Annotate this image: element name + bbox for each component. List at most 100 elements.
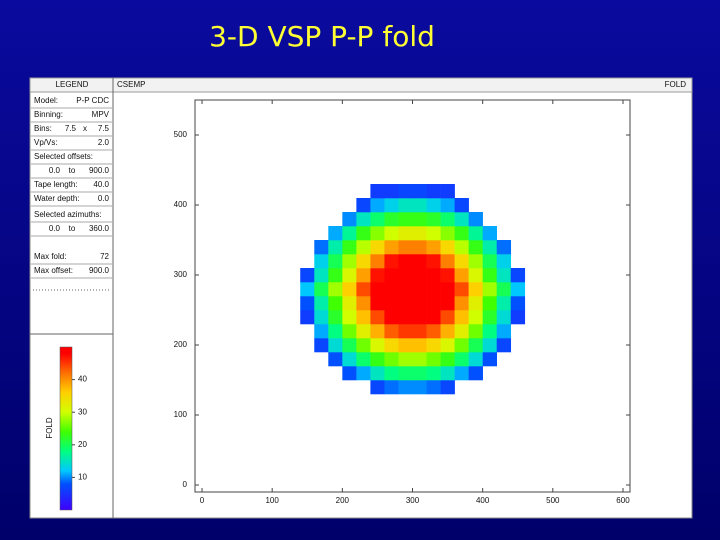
- fold-cell: [300, 296, 315, 311]
- fold-cell: [384, 198, 399, 213]
- y-tick-label: 400: [174, 200, 188, 209]
- row-label: Vp/Vs:: [34, 138, 58, 147]
- row-value: 2.0: [98, 138, 110, 147]
- fold-cell: [356, 212, 371, 227]
- fold-cell: [426, 310, 441, 325]
- fold-cell: [342, 324, 357, 339]
- fold-cell: [342, 296, 357, 311]
- fold-cell: [300, 310, 315, 325]
- y-tick-label: 200: [174, 340, 188, 349]
- fold-cell: [328, 338, 343, 353]
- fold-cell: [398, 324, 413, 339]
- row-value: 900.0: [89, 166, 110, 175]
- colorbar-tick-label: 40: [78, 375, 87, 384]
- fold-cell: [384, 352, 399, 367]
- row-value: 360.0: [89, 224, 110, 233]
- fold-cell: [468, 366, 483, 381]
- fold-cell: [496, 254, 512, 269]
- fold-cell: [440, 296, 455, 311]
- fold-cell: [342, 310, 357, 325]
- fold-cell: [496, 268, 512, 283]
- fold-cell: [370, 282, 385, 297]
- colorbar: [59, 346, 73, 511]
- fold-cell: [384, 254, 399, 269]
- fold-cell: [440, 226, 455, 241]
- fold-cell: [440, 254, 455, 269]
- fold-cell: [440, 184, 455, 199]
- fold-cell: [454, 212, 469, 227]
- fold-cell: [370, 310, 385, 325]
- fold-cell: [454, 240, 469, 255]
- fold-cell: [454, 366, 469, 381]
- fold-cell: [454, 254, 469, 269]
- fold-cell: [384, 240, 399, 255]
- row-label: Selected azimuths:: [34, 210, 102, 219]
- fold-cell: [496, 310, 512, 325]
- row-value: MPV: [92, 110, 110, 119]
- row-value: P-P CDC: [76, 96, 109, 105]
- row-value: 40.0: [93, 180, 109, 189]
- plot-header-right: FOLD: [665, 80, 687, 89]
- fold-cell: [426, 226, 441, 241]
- fold-cell: [468, 226, 483, 241]
- fold-cell: [412, 324, 427, 339]
- y-tick-label: 100: [174, 410, 188, 419]
- fold-cell: [384, 324, 399, 339]
- fold-cell: [482, 282, 497, 297]
- fold-cell: [468, 268, 483, 283]
- fold-cell: [412, 226, 427, 241]
- row-label: Tape length:: [34, 180, 78, 189]
- fold-cell: [426, 296, 441, 311]
- fold-cell: [370, 352, 385, 367]
- row-value: 7.5: [65, 124, 77, 133]
- fold-cell: [440, 366, 455, 381]
- fold-cell: [440, 198, 455, 213]
- fold-cell: [398, 268, 413, 283]
- fold-cell: [454, 310, 469, 325]
- fold-cell: [440, 380, 455, 395]
- fold-cell: [356, 268, 371, 283]
- colorbar-tick-label: 10: [78, 473, 87, 482]
- fold-cell: [384, 268, 399, 283]
- fold-cell: [482, 310, 497, 325]
- fold-cell: [426, 184, 441, 199]
- fold-cell: [342, 352, 357, 367]
- fold-cell: [398, 366, 413, 381]
- fold-cell: [482, 296, 497, 311]
- fold-cell: [426, 324, 441, 339]
- header-bar: [29, 77, 693, 93]
- fold-cell: [356, 324, 371, 339]
- fold-cell: [356, 338, 371, 353]
- fold-cell: [356, 352, 371, 367]
- row-value: 72: [100, 252, 109, 261]
- row-sep: x: [83, 124, 87, 133]
- fold-cell: [328, 268, 343, 283]
- fold-cell: [482, 324, 497, 339]
- fold-cell: [342, 254, 357, 269]
- fold-cell: [314, 338, 329, 353]
- fold-cell: [398, 212, 413, 227]
- fold-cell: [426, 338, 441, 353]
- fold-cell: [370, 296, 385, 311]
- fold-cell: [496, 282, 512, 297]
- fold-cell: [370, 338, 385, 353]
- fold-cell: [314, 254, 329, 269]
- row-label: Selected offsets:: [34, 152, 93, 161]
- fold-cell: [412, 240, 427, 255]
- y-tick-label: 300: [174, 270, 188, 279]
- row-from: 0.0: [49, 166, 61, 175]
- y-tick-label: 500: [174, 130, 188, 139]
- fold-cell: [426, 254, 441, 269]
- fold-cell: [468, 240, 483, 255]
- fold-cell: [412, 296, 427, 311]
- row-label: Model:: [34, 96, 58, 105]
- fold-cell: [370, 184, 385, 199]
- fold-cell: [426, 366, 441, 381]
- fold-cell: [412, 366, 427, 381]
- x-tick-label: 400: [476, 496, 490, 505]
- fold-cell: [384, 380, 399, 395]
- x-tick-label: 0: [200, 496, 205, 505]
- fold-cell: [314, 324, 329, 339]
- fold-cell: [454, 338, 469, 353]
- slide-title: 3-D VSP P-P fold: [209, 20, 435, 53]
